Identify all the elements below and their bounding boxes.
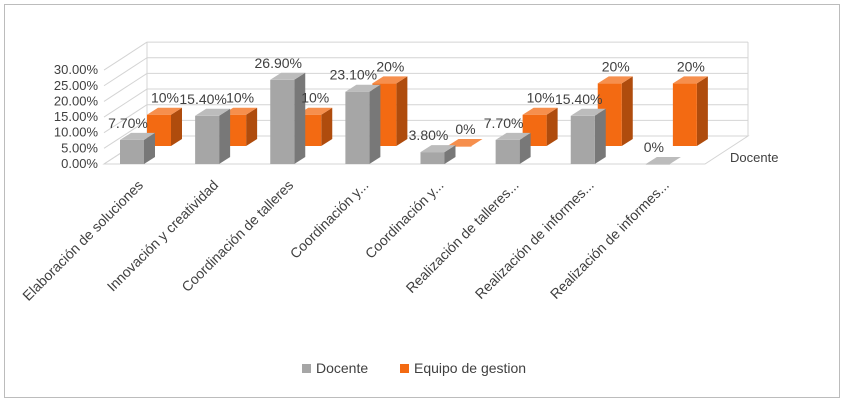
data-label-docente: 15.40% xyxy=(179,91,226,107)
bar-docente-top xyxy=(495,132,531,140)
side-gridline xyxy=(103,41,148,71)
data-labels: 20%0%20%15.40%10%7.70%0%3.80%20%23.10%10… xyxy=(108,55,705,155)
bar-equipo-top xyxy=(297,107,333,115)
data-label-docente: 26.90% xyxy=(255,55,302,71)
bar-docente-front xyxy=(570,115,595,164)
bar-docente xyxy=(345,84,381,164)
bar-docente-top xyxy=(270,72,306,80)
data-label-docente: 23.10% xyxy=(330,67,377,83)
bar-equipo xyxy=(447,139,483,147)
category-label: Coordinación y... xyxy=(287,177,372,262)
data-label-equipo: 10% xyxy=(301,90,329,106)
bar-equipo-top xyxy=(147,107,182,115)
data-label-docente: 3.80% xyxy=(409,127,449,143)
data-label-docente: 7.70% xyxy=(484,115,524,131)
bar-equipo-top xyxy=(372,76,408,84)
bar-docente-top xyxy=(120,132,155,140)
bar-docente-front xyxy=(270,79,295,164)
bar-docente-top xyxy=(420,145,456,153)
bar-equipo-side xyxy=(621,76,633,146)
bar-equipo-top xyxy=(672,76,708,84)
category-label: Coordinación y... xyxy=(362,177,447,262)
data-label-equipo: 20% xyxy=(602,58,630,74)
bar-docente-front xyxy=(345,91,370,164)
bar-docente xyxy=(195,108,231,164)
data-label-equipo: 10% xyxy=(151,90,179,106)
bar-equipo-side xyxy=(546,107,558,146)
bar-equipo-top xyxy=(597,76,633,84)
y-tick-label: 25.00% xyxy=(54,78,99,93)
bar-docente xyxy=(570,108,606,164)
y-tick-label: 30.00% xyxy=(54,62,99,77)
legend-swatch xyxy=(400,364,409,373)
bar-docente-front xyxy=(120,139,144,164)
bar-docente-front xyxy=(645,164,670,165)
bar-equipo-side xyxy=(171,107,182,146)
data-label-docente: 15.40% xyxy=(555,91,602,107)
bar-equipo-side xyxy=(321,107,333,146)
data-label-docente: 7.70% xyxy=(108,115,148,131)
bar-docente-top xyxy=(195,108,231,116)
bar-docente-side xyxy=(594,108,606,164)
bar-docente xyxy=(270,72,306,164)
data-label-equipo: 20% xyxy=(376,58,404,74)
y-tick-label: 15.00% xyxy=(54,109,99,124)
side-gridline xyxy=(103,104,148,134)
bar-docente-top xyxy=(570,108,606,116)
bar-docente-top xyxy=(345,84,381,92)
bar-docente-side xyxy=(519,132,531,164)
data-label-equipo: 0% xyxy=(455,121,475,137)
data-label-equipo: 10% xyxy=(226,90,254,106)
bar-docente xyxy=(495,132,531,164)
bar-docente-side xyxy=(369,84,381,164)
bar-equipo-front xyxy=(447,146,472,147)
depth-axis-label: Docente xyxy=(730,150,778,165)
chart-legend: Docente Equipo de gestion xyxy=(302,360,526,376)
data-label-equipo: 20% xyxy=(677,58,705,74)
side-gridline xyxy=(103,57,148,87)
bar-equipo-front xyxy=(672,83,697,146)
bar-equipo-top xyxy=(447,139,483,146)
side-gridline xyxy=(103,72,148,102)
side-gridline xyxy=(103,119,148,149)
legend-label: Docente xyxy=(316,360,368,376)
y-tick-label: 5.00% xyxy=(61,140,98,155)
bar-docente-side xyxy=(144,132,155,164)
bar-docente-front xyxy=(495,139,520,164)
bar-equipo-top xyxy=(222,107,258,115)
bar-equipo-side xyxy=(246,107,258,146)
y-tick-label: 10.00% xyxy=(54,125,99,140)
chart-frame xyxy=(4,4,840,398)
bar-equipo-side xyxy=(696,76,708,146)
bar-docente-front xyxy=(195,115,220,164)
bar-equipo-top xyxy=(522,107,558,115)
legend-label: Equipo de gestion xyxy=(414,360,526,376)
bar-equipo xyxy=(672,76,708,146)
y-tick-label: 20.00% xyxy=(54,93,99,108)
y-axis-ticks: 0.00%5.00%10.00%15.00%20.00%25.00%30.00% xyxy=(54,62,99,171)
y-tick-label: 0.00% xyxy=(61,156,98,171)
bar-docente-side xyxy=(444,145,456,164)
chart-bars xyxy=(120,72,708,165)
bar-docente xyxy=(645,157,681,165)
bar-docente xyxy=(120,132,155,164)
side-gridline xyxy=(103,88,148,118)
bar-equipo xyxy=(597,76,633,146)
bar-docente-side xyxy=(294,72,306,164)
legend-swatch xyxy=(302,364,311,373)
category-label: Elaboración de soluciones xyxy=(19,177,146,304)
bar-docente-front xyxy=(420,152,445,164)
bar-docente-top xyxy=(645,157,681,164)
bar-docente-side xyxy=(219,108,231,164)
bar-equipo-side xyxy=(396,76,408,146)
data-label-docente: 0% xyxy=(644,139,664,155)
data-label-equipo: 10% xyxy=(527,90,555,106)
bar-docente xyxy=(420,145,456,164)
